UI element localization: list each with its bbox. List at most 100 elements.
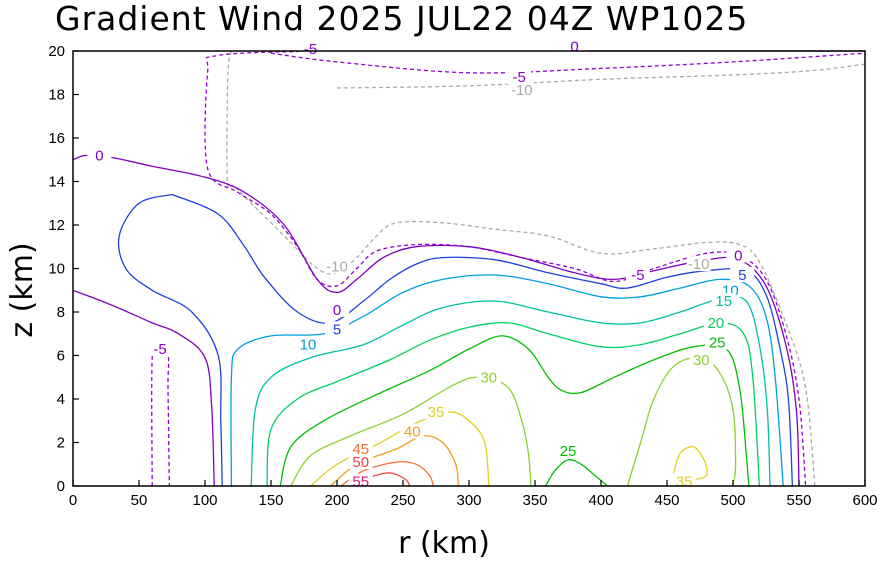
contour-label-0-3: 0 xyxy=(734,247,742,264)
contour-label--10-0: -10 xyxy=(326,258,348,275)
contour-label-bg--10-1 xyxy=(509,82,534,98)
y-tick-label: 4 xyxy=(57,391,65,408)
contour-line-35-0 xyxy=(310,411,490,487)
contour-label-bg-50-0 xyxy=(348,454,373,470)
contour-line-15-0 xyxy=(250,295,771,487)
contour-label-5-1: 5 xyxy=(738,267,746,284)
x-tick-label: 0 xyxy=(69,492,77,509)
contour-label-bg-5-1 xyxy=(730,267,755,283)
contour-line-10-0 xyxy=(230,274,784,487)
contour-label-bg-0-1 xyxy=(325,301,349,317)
contour-line--10-0 xyxy=(226,50,816,487)
contour-label-25-0: 25 xyxy=(709,334,726,351)
contour-label-35-1: 35 xyxy=(676,474,693,491)
contour-line-45-0 xyxy=(340,461,435,487)
contour-label-bg-15-0 xyxy=(711,293,736,309)
y-tick-label: 20 xyxy=(48,43,65,60)
contour-line-25-1 xyxy=(545,459,609,487)
contour-label-bg-0-2 xyxy=(562,38,587,54)
contour-label-bg-10-0 xyxy=(295,336,320,352)
x-axis-ticks: 0 50 100 150 200 250 300 350 400 450 500 550 600 xyxy=(69,480,878,509)
contour-label-bg-0-0 xyxy=(87,147,112,163)
contour-label-bg-25-0 xyxy=(705,334,730,350)
contour-label-bg-5-0 xyxy=(325,321,349,337)
contour-label-bg-35-1 xyxy=(672,473,697,489)
contour-line--10-1 xyxy=(336,63,866,89)
contour-label-20-0: 20 xyxy=(707,315,724,332)
contour-line-25-0 xyxy=(279,335,750,487)
contour-label-35-0: 35 xyxy=(428,404,445,421)
contour-label-bg--5-4 xyxy=(625,267,650,283)
contour-label-45-0: 45 xyxy=(352,441,369,458)
contour-label-55-0: 55 xyxy=(352,474,369,491)
contour-line--5-0 xyxy=(204,50,807,487)
x-tick-label: 200 xyxy=(324,492,349,509)
contour-label-40-0: 40 xyxy=(404,424,421,441)
contour-label--10-2: -10 xyxy=(688,256,710,273)
contour-label--5-3: -5 xyxy=(153,341,166,358)
y-tick-label: 12 xyxy=(48,217,65,234)
x-tick-label: 350 xyxy=(522,492,547,509)
contour-label-10-0: 10 xyxy=(300,337,317,354)
x-tick-label: 250 xyxy=(390,492,415,509)
x-tick-label: 450 xyxy=(654,492,679,509)
y-tick-label: 8 xyxy=(57,304,65,321)
contour-label-0-2: 0 xyxy=(570,39,578,56)
contour-label--5-1: -5 xyxy=(512,69,525,86)
y-tick-label: 10 xyxy=(48,261,65,278)
contour-line-0-1 xyxy=(72,289,215,487)
x-tick-label: 100 xyxy=(192,492,217,509)
y-axis-ticks: 0 2 4 6 8 10 12 14 16 18 20 xyxy=(48,43,79,495)
x-tick-label: 150 xyxy=(258,492,283,509)
x-tick-label: 500 xyxy=(720,492,745,509)
y-tick-label: 16 xyxy=(48,130,65,147)
chart-title: Gradient Wind 2025 JUL22 04Z WP1025 xyxy=(55,0,748,38)
contour-label-0-0: 0 xyxy=(95,147,103,164)
contour-label-bg--10-2 xyxy=(686,256,711,272)
x-tick-label: 550 xyxy=(786,492,811,509)
contour-label-5-0: 5 xyxy=(333,321,341,338)
y-axis-label: z (km) xyxy=(5,242,40,337)
contour-label--10-1: -10 xyxy=(511,82,533,99)
contour-label--5-4: -5 xyxy=(631,267,644,284)
contour-label-25-1: 25 xyxy=(560,443,577,460)
contour-label-bg-20-0 xyxy=(703,314,728,330)
contour-line-0-0 xyxy=(72,154,800,487)
contour-label-30-1: 30 xyxy=(693,352,710,369)
contour-label-bg-30-0 xyxy=(476,369,501,385)
y-tick-label: 14 xyxy=(48,174,65,191)
contour-line-30-1 xyxy=(626,356,737,487)
x-tick-label: 300 xyxy=(456,492,481,509)
y-tick-label: 6 xyxy=(57,348,65,365)
y-tick-label: 0 xyxy=(57,478,65,495)
contour-label-bg-55-0 xyxy=(348,473,373,489)
x-tick-label: 50 xyxy=(131,492,148,509)
x-tick-label: 600 xyxy=(852,492,877,509)
y-tick-label: 2 xyxy=(57,435,65,452)
contour-line-5-1 xyxy=(117,193,223,487)
contour-line-20-0 xyxy=(266,322,761,487)
y-tick-label: 18 xyxy=(48,87,65,104)
contour-label-bg-40-0 xyxy=(400,423,425,439)
contour-line-5-0 xyxy=(171,193,794,487)
contour-line-30-0 xyxy=(290,376,532,487)
contour-label-bg-45-0 xyxy=(348,441,373,457)
contour-label-15-0: 15 xyxy=(715,293,732,310)
contour-label-50-0: 50 xyxy=(352,454,369,471)
x-axis-label: r (km) xyxy=(398,526,490,561)
contour-label-bg--5-3 xyxy=(148,340,173,356)
contour-label-bg--10-0 xyxy=(325,258,349,274)
contour-label-bg--5-1 xyxy=(507,69,532,85)
contour-label-bg-0-3 xyxy=(726,247,751,263)
contour-label-bg--5-0 xyxy=(298,40,323,56)
x-tick-label: 400 xyxy=(588,492,613,509)
contour-line--5-1 xyxy=(270,52,866,74)
contour-label-0-1: 0 xyxy=(333,302,341,319)
contour-line--5-2 xyxy=(151,345,171,487)
contour-label-bg-35-0 xyxy=(424,404,448,420)
contour-labels: -10-10-10-5-5-5-5-5000055101015202525303… xyxy=(87,38,755,491)
contour-label-30-0: 30 xyxy=(480,369,497,386)
contour-label--5-0: -5 xyxy=(304,41,317,58)
contour-label-bg-25-1 xyxy=(556,443,580,459)
